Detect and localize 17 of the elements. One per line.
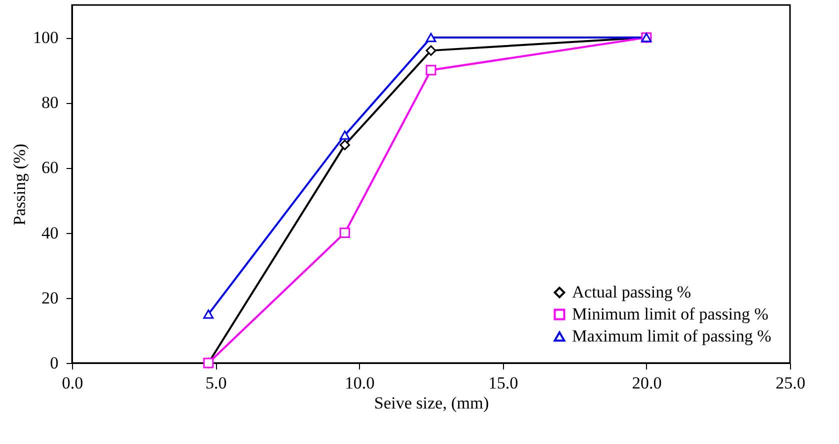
y-tick-label: 40 (42, 223, 58, 242)
legend-label: Maximum limit of passing % (572, 326, 772, 346)
y-tick-label: 80 (42, 93, 58, 112)
y-axis-title: Passing (%) (10, 144, 29, 226)
x-tick-label: 20.0 (632, 374, 662, 392)
legend-label: Actual passing % (572, 282, 691, 302)
y-tick-label: 20 (42, 288, 58, 308)
x-axis-title: Seive size, (mm) (374, 394, 489, 412)
legend-label: Minimum limit of passing % (572, 304, 768, 324)
x-tick-label: 25.0 (776, 374, 806, 392)
x-tick-label: 15.0 (488, 374, 518, 392)
x-tick-label: 5.0 (205, 374, 227, 392)
y-tick-label: 0 (50, 354, 58, 372)
y-tick-label: 60 (42, 158, 58, 178)
y-tick-label: 100 (33, 28, 58, 48)
x-tick-label: 10.0 (344, 374, 375, 392)
x-tick-label: 0.0 (62, 374, 84, 392)
